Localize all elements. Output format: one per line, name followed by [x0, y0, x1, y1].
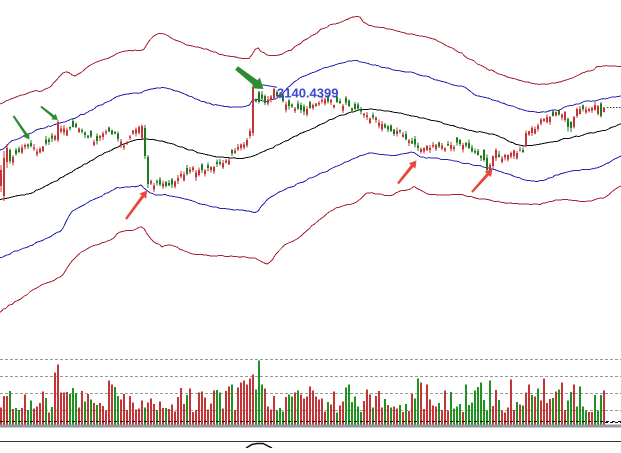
svg-text:3140.4399: 3140.4399: [277, 86, 338, 101]
